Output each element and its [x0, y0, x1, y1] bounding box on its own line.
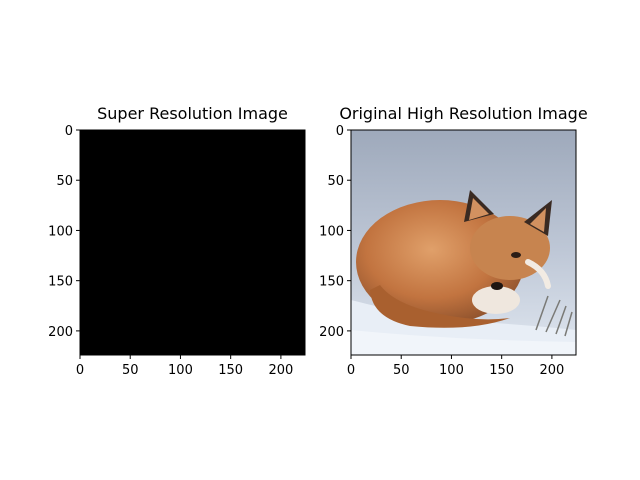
left-y-tick-label: 0 — [65, 124, 73, 139]
right-panel-title: Original High Resolution Image — [339, 104, 588, 123]
left-x-tick-label: 50 — [122, 363, 139, 378]
right-x-tick-label: 0 — [347, 363, 355, 378]
left-y-tick-label: 100 — [48, 224, 73, 239]
right-y-tick-label: 200 — [319, 325, 344, 340]
right-y-tick-label: 150 — [319, 275, 344, 290]
left-y-tick-label: 150 — [48, 275, 73, 290]
right-y-tick-label: 50 — [327, 174, 344, 189]
left-x-tick-label: 0 — [76, 363, 84, 378]
right-x-tick-label: 150 — [489, 363, 514, 378]
left-panel-title: Super Resolution Image — [97, 104, 288, 123]
right-axis-ticks: 0 50 100 150 200 0 50 100 150 200 — [319, 124, 564, 378]
left-y-tick-label: 50 — [56, 174, 73, 189]
left-y-tick-label: 200 — [48, 325, 73, 340]
left-axis-ticks: 0 50 100 150 200 0 50 100 150 200 — [48, 124, 293, 378]
right-x-tick-label: 200 — [539, 363, 564, 378]
right-axes-frame — [350, 129, 577, 356]
left-x-tick-label: 200 — [268, 363, 293, 378]
right-y-tick-label: 0 — [336, 124, 344, 139]
original-high-resolution-image — [351, 130, 576, 355]
left-axes-frame — [79, 129, 306, 356]
left-x-tick-label: 100 — [168, 363, 193, 378]
right-x-tick-label: 50 — [393, 363, 410, 378]
right-y-tick-label: 100 — [319, 224, 344, 239]
super-resolution-image — [80, 130, 305, 355]
left-x-tick-label: 150 — [218, 363, 243, 378]
right-x-tick-label: 100 — [439, 363, 464, 378]
